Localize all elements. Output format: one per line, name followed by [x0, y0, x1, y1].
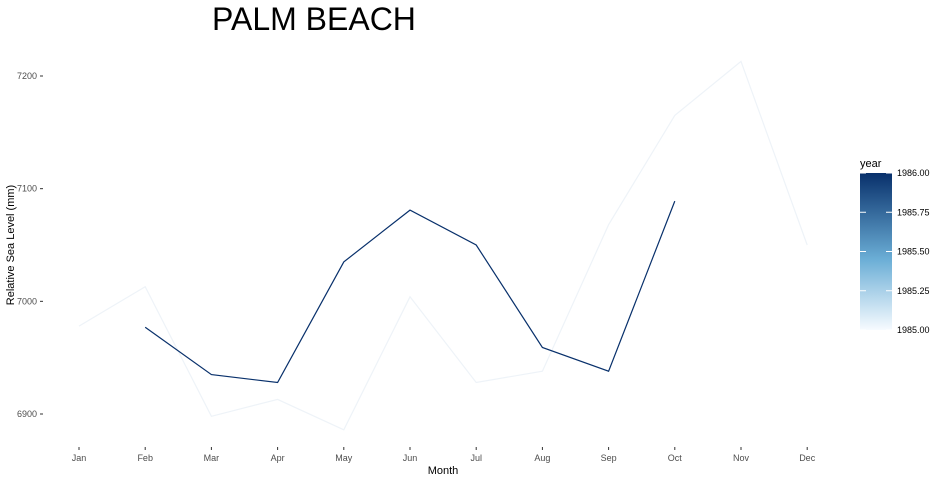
y-axis: 6900 7000 7100 7200 — [17, 71, 43, 419]
x-tick-label: Apr — [271, 453, 285, 463]
x-axis: Jan Feb Mar Apr May Jun Jul Aug Sep Oct Nov Dec — [72, 447, 816, 463]
y-tick-label: 6900 — [17, 409, 37, 419]
x-tick-label: May — [335, 453, 353, 463]
legend: year 1986.00 1985.75 1985.50 1985.25 1985.00 — [860, 158, 930, 335]
series-line-1985 — [78, 60, 808, 431]
legend-ticks: 1986.00 1985.75 1985.50 1985.25 1985.00 — [860, 168, 930, 335]
x-tick-label: Jul — [470, 453, 482, 463]
x-tick-label: Aug — [534, 453, 550, 463]
y-tick-label: 7100 — [17, 184, 37, 194]
y-tick-label: 7000 — [17, 296, 37, 306]
y-tick-label: 7200 — [17, 71, 37, 81]
series-layer — [78, 60, 808, 431]
legend-tick-label: 1985.50 — [897, 247, 930, 257]
legend-tick-label: 1985.75 — [897, 207, 930, 217]
x-tick-label: Oct — [668, 453, 683, 463]
legend-tick-label: 1985.25 — [897, 286, 930, 296]
legend-tick-label: 1985.00 — [897, 325, 930, 335]
y-axis-title: Relative Sea Level (mm) — [5, 185, 17, 305]
x-tick-label: Sep — [601, 453, 617, 463]
series-line-1986 — [144, 200, 676, 384]
chart-title: PALM BEACH — [212, 1, 416, 37]
x-tick-label: Jan — [72, 453, 87, 463]
legend-tick-label: 1986.00 — [897, 168, 930, 178]
legend-title: year — [860, 158, 882, 170]
x-tick-label: Mar — [204, 453, 220, 463]
x-tick-label: Feb — [137, 453, 153, 463]
x-tick-label: Nov — [733, 453, 750, 463]
x-tick-label: Dec — [799, 453, 816, 463]
x-axis-title: Month — [428, 465, 459, 477]
x-tick-label: Jun — [403, 453, 418, 463]
